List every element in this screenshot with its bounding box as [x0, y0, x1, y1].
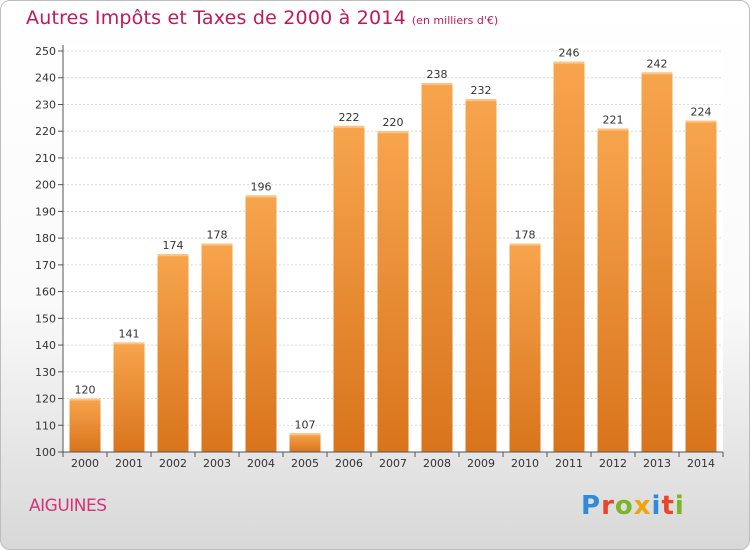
bar-highlight	[69, 398, 101, 401]
x-tick-label: 2007	[379, 457, 407, 470]
y-tick-label: 190	[35, 205, 56, 218]
x-tick-label: 2005	[291, 457, 319, 470]
y-tick-label: 140	[35, 339, 56, 352]
x-tick-label: 2011	[555, 457, 583, 470]
value-label: 141	[119, 327, 140, 340]
logo-letter: o	[614, 491, 634, 521]
value-label: 174	[163, 239, 184, 252]
x-tick-label: 2010	[511, 457, 539, 470]
bar	[157, 254, 189, 452]
x-tick-label: 2013	[643, 457, 671, 470]
value-label: 224	[691, 106, 712, 119]
x-tick-label: 2014	[687, 457, 715, 470]
y-tick-label: 170	[35, 259, 56, 272]
y-tick-label: 240	[35, 72, 56, 85]
bar	[465, 99, 497, 453]
x-tick-label: 2003	[203, 457, 231, 470]
proxiti-logo: Proxiti	[581, 491, 685, 521]
bar-highlight	[245, 195, 277, 198]
x-tick-label: 2000	[71, 457, 99, 470]
value-label: 232	[471, 84, 492, 97]
value-label: 246	[559, 47, 580, 60]
x-tick-label: 2008	[423, 457, 451, 470]
bar	[421, 83, 453, 452]
bar	[509, 243, 541, 452]
y-tick-label: 160	[35, 286, 56, 299]
chart-subtitle: (en milliers d'€)	[411, 14, 499, 27]
x-tick-label: 2002	[159, 457, 187, 470]
y-tick-label: 250	[35, 45, 56, 58]
bar-highlight	[113, 342, 145, 345]
bars-group	[69, 61, 717, 453]
bar	[245, 195, 277, 453]
value-label: 222	[339, 111, 360, 124]
x-tick-label: 2001	[115, 457, 143, 470]
bar	[597, 128, 629, 452]
bar	[113, 342, 145, 452]
y-tick-label: 130	[35, 366, 56, 379]
title-row: Autres Impôts et Taxes de 2000 à 2014 (en…	[26, 7, 498, 29]
chart-title: Autres Impôts et Taxes de 2000 à 2014	[26, 7, 406, 29]
bar	[641, 72, 673, 453]
bar	[333, 125, 365, 452]
x-tick-label: 2004	[247, 457, 275, 470]
y-tick-label: 210	[35, 152, 56, 165]
bar-highlight	[641, 72, 673, 75]
value-label: 107	[295, 418, 316, 431]
bar	[553, 61, 585, 453]
bar-highlight	[201, 243, 233, 246]
bar-highlight	[597, 128, 629, 131]
x-tick-label: 2006	[335, 457, 363, 470]
bar	[289, 433, 321, 452]
value-label: 120	[75, 384, 96, 397]
x-axis: 2000 2001 2002 2003 2004 2005 2006 2007 2008 2009…	[62, 451, 724, 470]
y-axis: 100 110 120 130 140 150 160 170 180 190 200 210 220 2…	[35, 45, 64, 459]
logo-letter: x	[633, 491, 652, 521]
y-tick-label: 100	[35, 446, 56, 459]
location-label: AIGUINES	[29, 496, 107, 516]
y-tick-label: 110	[35, 419, 56, 432]
value-label: 196	[251, 180, 272, 193]
logo-letter: P	[581, 491, 602, 521]
logo-letter: i	[651, 491, 662, 521]
bar-highlight	[421, 83, 453, 86]
logo-letter: t	[661, 491, 675, 521]
bar	[377, 131, 409, 452]
y-tick-label: 150	[35, 312, 56, 325]
logo-letter: r	[601, 491, 615, 521]
y-tick-label: 200	[35, 179, 56, 192]
bar-highlight	[377, 131, 409, 134]
bar	[69, 398, 101, 452]
value-label: 221	[603, 114, 624, 127]
value-label: 238	[427, 68, 448, 81]
bar-highlight	[157, 254, 189, 257]
bar-highlight	[333, 125, 365, 128]
bar-highlight	[465, 99, 497, 102]
value-label: 242	[647, 57, 668, 70]
bar-highlight	[553, 61, 585, 64]
bar	[685, 120, 717, 453]
x-tick-label: 2012	[599, 457, 627, 470]
value-label: 178	[515, 228, 536, 241]
bar-highlight	[289, 433, 321, 436]
value-label: 178	[207, 228, 228, 241]
y-tick-label: 220	[35, 125, 56, 138]
logo-letter: i	[674, 491, 685, 521]
value-labels-group: 120 141 174 178 196 107 222 220 238 232 178 246 221 2…	[75, 47, 712, 432]
bar-highlight	[685, 120, 717, 123]
y-tick-label: 120	[35, 393, 56, 406]
x-tick-label: 2009	[467, 457, 495, 470]
bar	[201, 243, 233, 452]
value-label: 220	[383, 116, 404, 129]
bar-highlight	[509, 243, 541, 246]
y-tick-label: 180	[35, 232, 56, 245]
y-tick-label: 230	[35, 98, 56, 111]
